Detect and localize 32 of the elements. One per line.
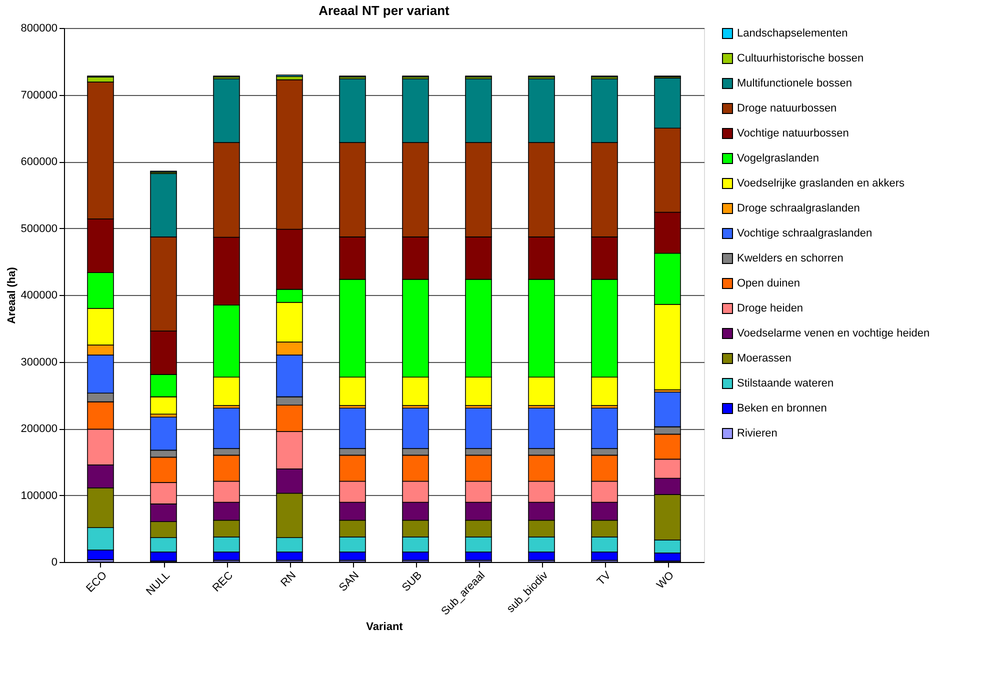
- legend-label: Multifunctionele bossen: [737, 78, 852, 90]
- y-tick-label: 300000: [20, 356, 58, 368]
- x-axis-title: Variant: [366, 621, 404, 634]
- legend-label: Droge schraalgraslanden: [737, 202, 860, 214]
- y-tick-label: 200000: [20, 423, 58, 435]
- x-tick-label: TV: [595, 569, 614, 588]
- legend-label: Voedselrijke graslanden en akkers: [737, 178, 906, 190]
- legend-label: Open duinen: [737, 278, 800, 290]
- y-tick-label: 500000: [20, 222, 58, 235]
- y-axis-title: Areaal (ha): [6, 266, 18, 324]
- y-tick-label: 800000: [20, 22, 58, 34]
- x-tick-label: RN: [278, 569, 299, 590]
- y-tick-label: 0: [51, 556, 58, 568]
- legend-label: Kwelders en schorren: [737, 252, 844, 264]
- y-tick-label: 400000: [20, 290, 58, 302]
- chart-title: Areaal NT per variant: [318, 3, 450, 18]
- y-tick-label: 600000: [20, 156, 58, 168]
- legend-label: Droge natuurbossen: [737, 102, 837, 114]
- legend-label: Vochtige natuurbossen: [737, 128, 849, 140]
- legend-label: Beken en bronnen: [737, 402, 827, 414]
- legend-label: Voedselarme venen en vochtige heiden: [737, 328, 930, 340]
- x-tick-label: WO: [654, 569, 677, 592]
- legend-label: Stilstaande wateren: [737, 378, 834, 390]
- legend-label: Landschapselementen: [737, 28, 848, 40]
- legend-label: Vogelgraslanden: [737, 152, 819, 164]
- legend-label: Rivieren: [737, 428, 778, 440]
- legend-label: Moerassen: [737, 352, 792, 364]
- legend-label: Vochtige schraalgraslanden: [737, 228, 872, 240]
- y-tick-label: 100000: [20, 490, 58, 502]
- y-tick-label: 700000: [20, 89, 58, 102]
- legend-label: Cultuurhistorische bossen: [737, 52, 864, 64]
- legend-label: Droge heiden: [737, 302, 804, 314]
